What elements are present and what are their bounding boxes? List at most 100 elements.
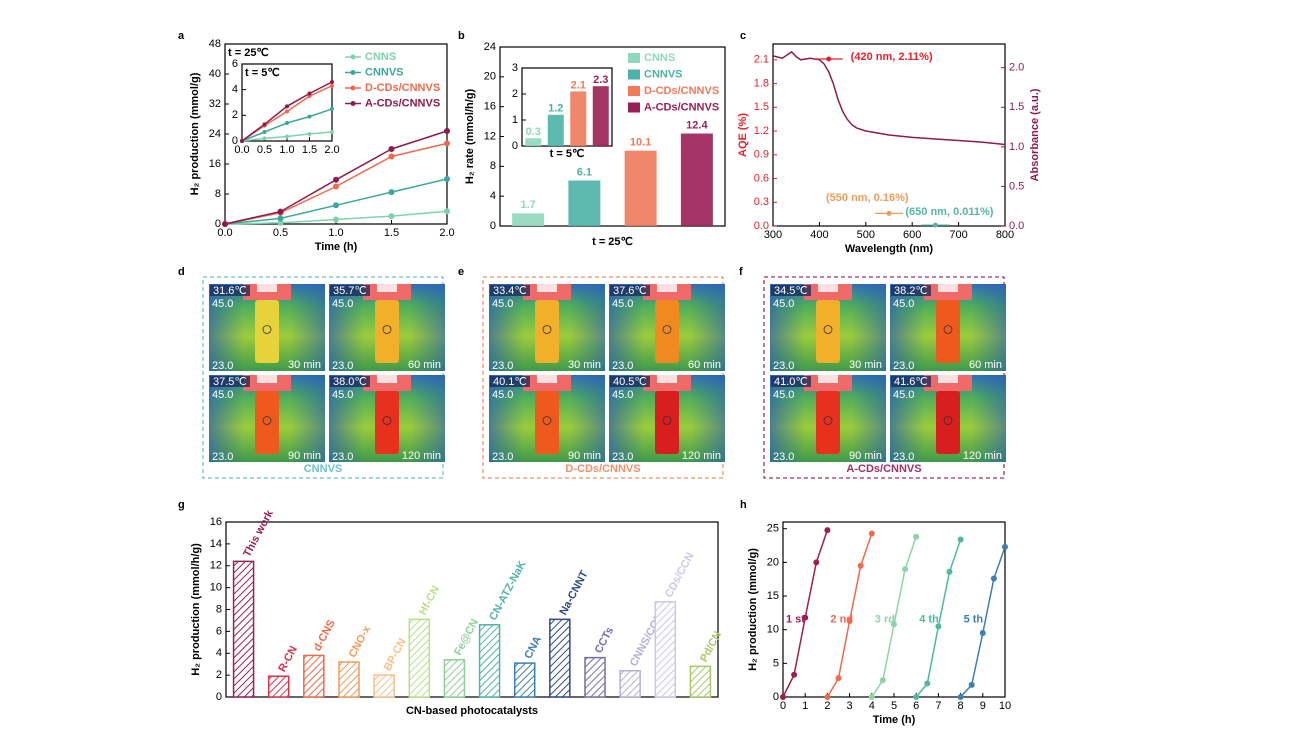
data-point [307, 114, 312, 119]
y-tick-label: 1.0 [1009, 141, 1024, 153]
y-tick-label: 10 [767, 624, 779, 636]
bar-category-label: CDs/CCN [663, 551, 697, 600]
scale-min: 23.0 [492, 451, 513, 463]
data-label: 10.1 [630, 137, 651, 149]
data-point [330, 83, 334, 88]
data-point [444, 176, 450, 182]
y-tick-label: 25 [767, 523, 779, 535]
thermal-image: 33.4℃45.0 23.0 30 min [489, 284, 605, 372]
data-point [277, 219, 284, 226]
scale-max: 45.0 [893, 298, 914, 310]
temp-box [891, 285, 931, 296]
series-label: 1 st [786, 614, 805, 626]
sample-holder-top [257, 284, 277, 292]
sample-holder-top [657, 375, 677, 383]
measure-spot [262, 325, 272, 334]
bar [624, 150, 657, 226]
time-label: 90 min [849, 450, 882, 462]
x-tick-label: 0.5 [257, 144, 272, 156]
y-tick-label: 2.0 [1009, 62, 1024, 74]
bar [689, 665, 712, 698]
data-point [968, 681, 975, 688]
data-point [979, 630, 986, 637]
scale-min: 23.0 [893, 451, 914, 463]
y-tick-label: 6 [232, 58, 238, 70]
y-tick-label: 48 [209, 38, 221, 50]
y-tick-label: 3 [512, 62, 518, 74]
y-tick-label: 16 [209, 158, 221, 170]
y-tick-label: 12 [484, 130, 496, 142]
panel-letter: c [740, 30, 746, 42]
data-point [835, 675, 842, 682]
y-tick-label: 0.6 [754, 172, 769, 184]
scale-min: 23.0 [773, 451, 794, 463]
data-point [780, 694, 786, 700]
scale-max: 45.0 [492, 389, 513, 401]
y-tick-label: 8 [216, 603, 222, 615]
thermal-image: 37.5℃45.0 23.0 90 min [209, 375, 325, 463]
sample-holder-top [657, 284, 677, 292]
bar [267, 675, 290, 698]
data-point [990, 575, 997, 582]
data-point [262, 130, 267, 135]
panel-frame [763, 276, 1005, 479]
sample-vial [816, 391, 840, 454]
y-tick-label: 1.5 [1009, 101, 1024, 113]
y-tick-label: 0.3 [754, 196, 769, 208]
scale-min: 23.0 [332, 451, 353, 463]
y-tick-label: 1.5 [754, 101, 769, 113]
data-point [388, 153, 395, 160]
y-axis-label: AQE (%) [737, 113, 749, 157]
x-tick-label: 7 [935, 700, 941, 712]
thermal-image: 38.2℃45.0 23.0 60 min [890, 284, 1006, 372]
bar [373, 674, 395, 698]
data-point [240, 139, 244, 143]
bar [680, 133, 713, 226]
x-tick-label: 400 [810, 229, 828, 241]
bar-category-label: Pd/CN [698, 629, 724, 664]
plot-frame [225, 521, 719, 698]
annotation: t = 25℃ [228, 47, 269, 59]
sample-vial [936, 391, 960, 454]
measure-spot [943, 416, 953, 425]
thermal-image: 40.1℃45.0 23.0 90 min [489, 375, 605, 463]
y-tick-label: 10 [210, 582, 222, 594]
y-tick-label: 16 [210, 516, 222, 528]
thermal-image: 41.6℃45.0 23.0 120 min [890, 375, 1006, 463]
legend-label: A-CDs/CNNVS [644, 101, 719, 113]
data-label: 1.2 [548, 103, 563, 115]
measure-spot [542, 416, 552, 425]
bar [303, 654, 325, 698]
time-label: 90 min [288, 450, 321, 462]
data-point [388, 146, 395, 152]
measure-spot [823, 325, 833, 334]
bar [443, 659, 466, 698]
temp-box [330, 376, 370, 387]
legend-label: CNNS [365, 51, 396, 63]
plot-frame [241, 63, 333, 142]
y-tick-label: 2 [216, 669, 222, 681]
legend-label: CNNVS [644, 68, 683, 80]
data-point [277, 208, 284, 215]
measure-spot [662, 416, 672, 425]
panel-letter: a [178, 30, 185, 42]
y-tick-label: 12 [210, 560, 222, 572]
data-label: 2.1 [571, 79, 586, 91]
data-point [277, 215, 284, 222]
legend-marker [350, 70, 356, 75]
bar [654, 601, 677, 698]
legend-label: D-CDs/CNNVS [365, 82, 440, 94]
plot-frame [772, 43, 1006, 227]
y-tick-label: 20 [484, 71, 496, 83]
temperature: 35.7℃ [333, 285, 367, 297]
data-point [813, 559, 820, 566]
x-tick-label: 4 [869, 700, 875, 712]
measure-spot [662, 325, 672, 334]
temperature: 41.0℃ [774, 376, 808, 388]
series-label: 4 th [919, 614, 939, 626]
bar-category-label: R-CN [276, 644, 300, 674]
sample-vial [255, 300, 279, 363]
scale-min: 23.0 [212, 451, 233, 463]
y-tick-label: 24 [209, 128, 221, 140]
